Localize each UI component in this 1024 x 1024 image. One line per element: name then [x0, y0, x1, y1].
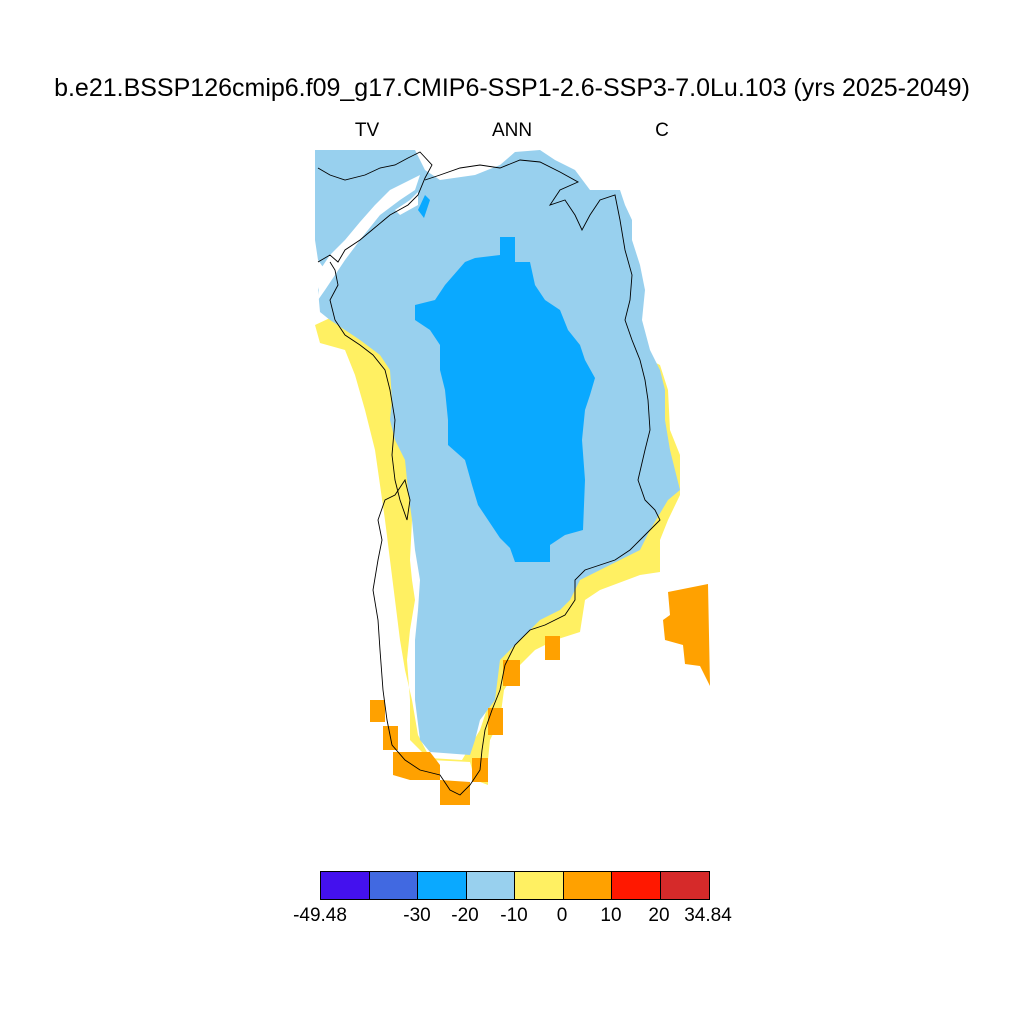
colorbar-box-5: [563, 872, 612, 899]
region-south-orange-7: [503, 660, 520, 686]
colorbar-box-4: [515, 872, 564, 899]
plot-title: b.e21.BSSP126cmip6.f09_g17.CMIP6-SSP1-2.…: [54, 74, 970, 102]
colorbar-box-6: [612, 872, 661, 899]
region-coastal-margin: [315, 318, 680, 785]
region-north-inlet: [418, 195, 430, 218]
colorbar-box-2: [418, 872, 467, 899]
colorbar: [320, 871, 710, 900]
region-south-orange-6: [488, 708, 503, 735]
colorbar-tick-label: -30: [403, 905, 431, 926]
region-deep-interior: [415, 237, 595, 562]
colorbar-tick-label: -49.48: [293, 905, 347, 926]
colorbar-tick-label: -20: [451, 905, 479, 926]
region-south-orange-8: [545, 636, 560, 660]
colorbar-tick-label: 34.84: [684, 905, 732, 926]
region-iceland: [663, 584, 710, 686]
label-units: C: [655, 120, 669, 141]
colorbar-tick-label: -10: [500, 905, 528, 926]
ocean-nw-gap: [318, 175, 420, 300]
coastline: [317, 151, 433, 263]
label-variable: TV: [354, 120, 380, 141]
colorbar-box-0: [321, 872, 370, 899]
region-south-orange-1: [370, 700, 385, 722]
coastline-2: [329, 159, 661, 796]
colorbar-box-1: [369, 872, 418, 899]
label-season: ANN: [491, 120, 533, 141]
colorbar-box-7: [660, 872, 709, 899]
colorbar-tick-label: 0: [556, 905, 568, 926]
colorbar-box-3: [466, 872, 515, 899]
colorbar-tick-label: 20: [648, 905, 670, 926]
region-south-orange-3: [393, 752, 440, 780]
colorbar-labels: -49.48 -30 -20 -10 0 10 20 34.84: [0, 905, 1024, 935]
colorbar-tick-label: 10: [600, 905, 622, 926]
